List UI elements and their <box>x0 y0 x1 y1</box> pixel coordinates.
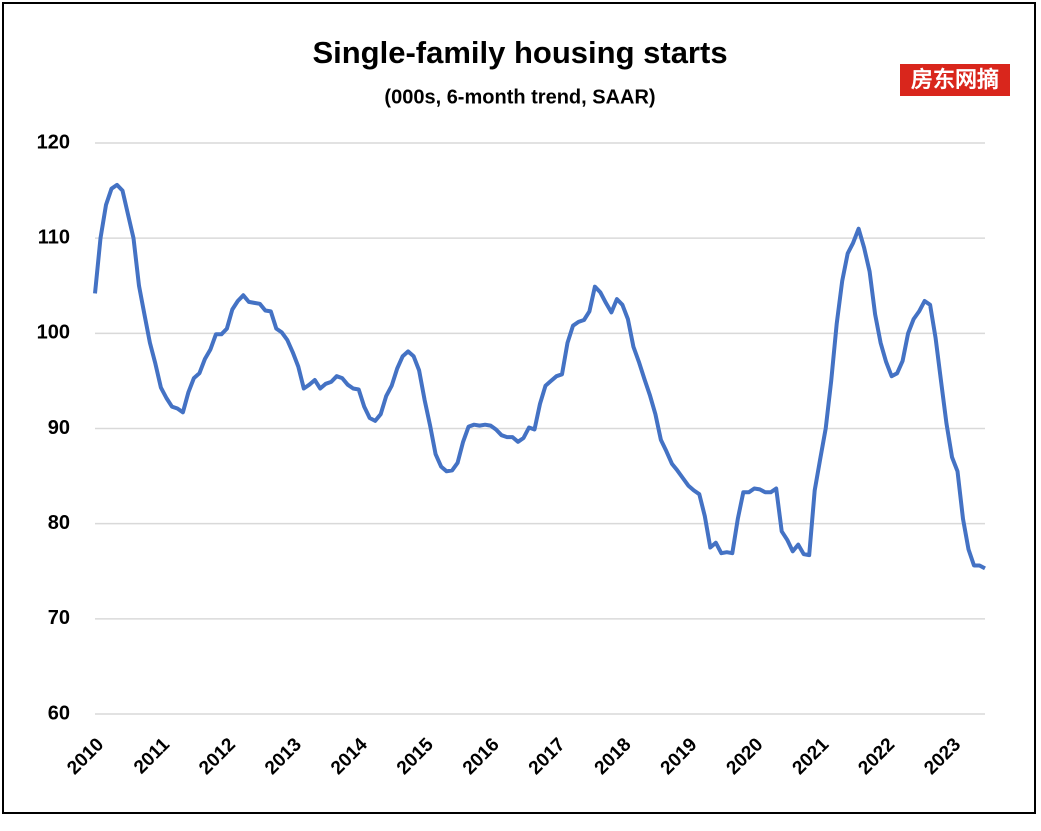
chart-subtitle: (000s, 6-month trend, SAAR) <box>384 86 655 108</box>
chart-border <box>2 2 1036 814</box>
watermark-box <box>900 64 1010 96</box>
y-tick-label: 100 <box>37 322 70 344</box>
y-tick-label: 90 <box>48 417 70 439</box>
chart-title: Single-family housing starts <box>312 35 727 70</box>
y-tick-label: 60 <box>48 702 70 724</box>
watermark: 房东网摘 <box>911 67 999 92</box>
y-tick-label: 120 <box>37 131 70 153</box>
y-tick-label: 70 <box>48 607 70 629</box>
data-line <box>93 182 986 571</box>
y-tick-label: 110 <box>38 226 70 248</box>
y-tick-label: 80 <box>48 512 70 534</box>
